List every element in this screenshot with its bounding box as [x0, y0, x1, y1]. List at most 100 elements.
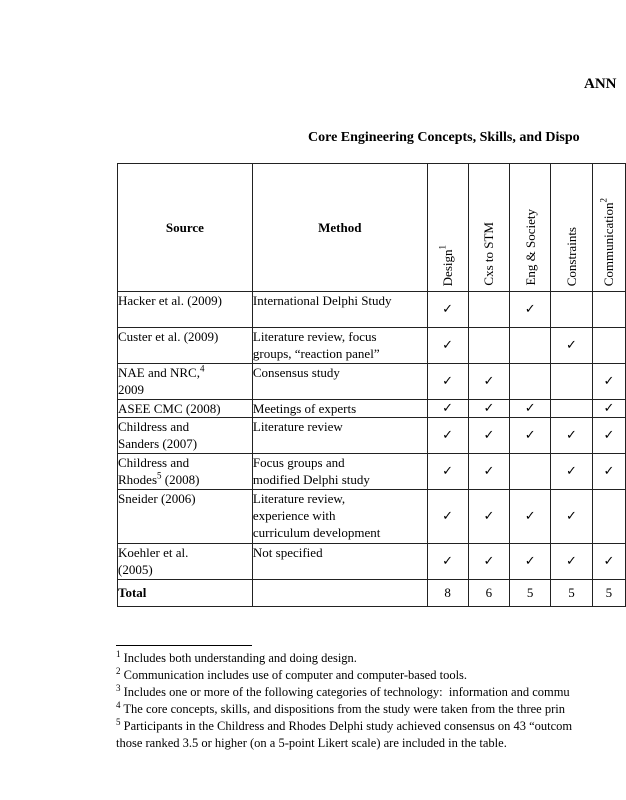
footnote-line: 5 Participants in the Childress and Rhod…	[116, 716, 573, 733]
check-cell-checked: ✓	[467, 399, 511, 418]
table-row: NAE and NRC,4 2009 Consensus study ✓ ✓ ✓	[117, 363, 626, 400]
source-cell: Koehler et al. (2005)	[117, 543, 253, 580]
check-cell-checked: ✓	[591, 417, 626, 454]
check-cell-checked: ✓	[509, 417, 552, 454]
source-cell: ASEE CMC (2008)	[117, 399, 253, 418]
check-cell-checked: ✓	[550, 417, 593, 454]
check-cell-checked: ✓	[467, 417, 511, 454]
check-cell-checked: ✓	[467, 543, 511, 580]
check-cell-checked: ✓	[426, 363, 469, 400]
footnote-number: 4	[116, 699, 121, 710]
rotated-column-label: Eng & Society	[522, 209, 538, 286]
table-row: Hacker et al. (2009) International Delphi…	[117, 291, 626, 328]
column-header-rotated: Eng & Society	[509, 163, 552, 292]
check-cell-empty	[550, 363, 593, 400]
total-value: 5	[550, 579, 593, 607]
column-header-rotated: Constraints	[550, 163, 593, 292]
method-cell: Not specified	[251, 543, 428, 580]
total-value: 6	[467, 579, 511, 607]
check-cell-empty	[591, 489, 626, 544]
superscript-footnote-ref: 1	[437, 244, 448, 250]
column-header-rotated: Cxs to STM	[467, 163, 511, 292]
source-cell: Childress and Rhodes5 (2008)	[117, 453, 253, 490]
method-cell: Consensus study	[251, 363, 428, 400]
check-cell-checked: ✓	[591, 543, 626, 580]
column-header-rotated: Communication2	[591, 163, 626, 292]
table-row: Koehler et al. (2005) Not specified ✓ ✓ ✓ ✓ ✓	[117, 543, 626, 580]
total-label: Total	[117, 579, 253, 607]
footnotes: 1 Includes both understanding and doing …	[116, 648, 573, 752]
method-cell: Literature review, focus groups, “reactio…	[251, 327, 428, 364]
table-header-row: Source Method Design1 Cxs to STM Eng & Soc…	[117, 163, 626, 292]
method-cell: International Delphi Study	[251, 291, 428, 328]
footnote-number: 2	[116, 665, 121, 676]
check-cell-checked: ✓	[426, 489, 469, 544]
superscript-footnote-ref: 4	[199, 363, 205, 374]
rotated-column-label: Communication2	[599, 197, 617, 286]
check-cell-checked: ✓	[467, 489, 511, 544]
check-cell-checked: ✓	[509, 489, 552, 544]
check-cell-checked: ✓	[467, 453, 511, 490]
total-method-empty-cell	[251, 579, 428, 607]
table-row: ASEE CMC (2008) Meetings of experts ✓ ✓ ✓ ✓	[117, 399, 626, 418]
total-row: Total 8 6 5 5 5	[117, 579, 626, 607]
check-cell-checked: ✓	[550, 489, 593, 544]
check-cell-checked: ✓	[550, 327, 593, 364]
total-value: 5	[591, 579, 626, 607]
column-header-source: Source	[117, 163, 253, 292]
total-value: 8	[426, 579, 469, 607]
footnote-number: 5	[116, 716, 121, 727]
check-cell-empty	[509, 453, 552, 490]
check-cell-empty	[509, 363, 552, 400]
check-cell-empty	[467, 327, 511, 364]
footnote-separator-rule	[116, 645, 252, 646]
superscript-footnote-ref: 5	[157, 470, 162, 481]
check-cell-checked: ✓	[509, 543, 552, 580]
check-cell-empty	[550, 399, 593, 418]
rotated-column-label: Cxs to STM	[481, 222, 497, 286]
check-cell-checked: ✓	[550, 453, 593, 490]
check-cell-empty	[467, 291, 511, 328]
table-row: Sneider (2006) Literature review, experien…	[117, 489, 626, 544]
check-cell-checked: ✓	[426, 453, 469, 490]
check-cell-empty	[509, 327, 552, 364]
source-cell: Custer et al. (2009)	[117, 327, 253, 364]
column-header-method: Method	[251, 163, 428, 292]
check-cell-empty	[591, 327, 626, 364]
page-header-annex: ANN	[584, 76, 617, 92]
check-cell-checked: ✓	[426, 417, 469, 454]
footnote-line: those ranked 3.5 or higher (on a 5-point…	[116, 736, 507, 750]
check-cell-checked: ✓	[426, 291, 469, 328]
check-cell-checked: ✓	[591, 453, 626, 490]
concepts-table: Source Method Design1 Cxs to STM Eng & Soc…	[117, 163, 626, 607]
rotated-column-label: Design1	[437, 244, 456, 286]
table-row: Childress and Sanders (2007) Literature re…	[117, 417, 626, 454]
source-cell: Hacker et al. (2009)	[117, 291, 253, 328]
footnote-line: 4 The core concepts, skills, and disposi…	[116, 699, 565, 716]
total-value: 5	[509, 579, 552, 607]
footnote-number: 3	[116, 682, 121, 693]
check-cell-empty	[550, 291, 593, 328]
superscript-footnote-ref: 2	[599, 197, 610, 203]
source-cell: NAE and NRC,4 2009	[117, 363, 253, 400]
footnote-line: 1 Includes both understanding and doing …	[116, 648, 357, 665]
method-cell: Literature review, experience with curricu…	[251, 489, 428, 544]
method-cell: Focus groups and modified Delphi study	[251, 453, 428, 490]
footnote-line: 3 Includes one or more of the following …	[116, 682, 570, 699]
table-body: Hacker et al. (2009) International Delphi…	[117, 291, 626, 607]
check-cell-checked: ✓	[426, 399, 469, 418]
check-cell-checked: ✓	[426, 327, 469, 364]
footnote-number: 1	[116, 648, 121, 659]
check-cell-checked: ✓	[591, 363, 626, 400]
rotated-column-label: Constraints	[563, 226, 579, 286]
footnote-line: 2 Communication includes use of computer…	[116, 665, 468, 682]
check-cell-checked: ✓	[591, 399, 626, 418]
column-header-rotated: Design1	[426, 163, 469, 292]
check-cell-checked: ✓	[467, 363, 511, 400]
method-cell: Meetings of experts	[251, 399, 428, 418]
check-cell-checked: ✓	[509, 291, 552, 328]
table-row: Custer et al. (2009) Literature review, f…	[117, 327, 626, 364]
table-row: Childress and Rhodes5 (2008) Focus groups …	[117, 453, 626, 490]
check-cell-checked: ✓	[550, 543, 593, 580]
check-cell-empty	[591, 291, 626, 328]
